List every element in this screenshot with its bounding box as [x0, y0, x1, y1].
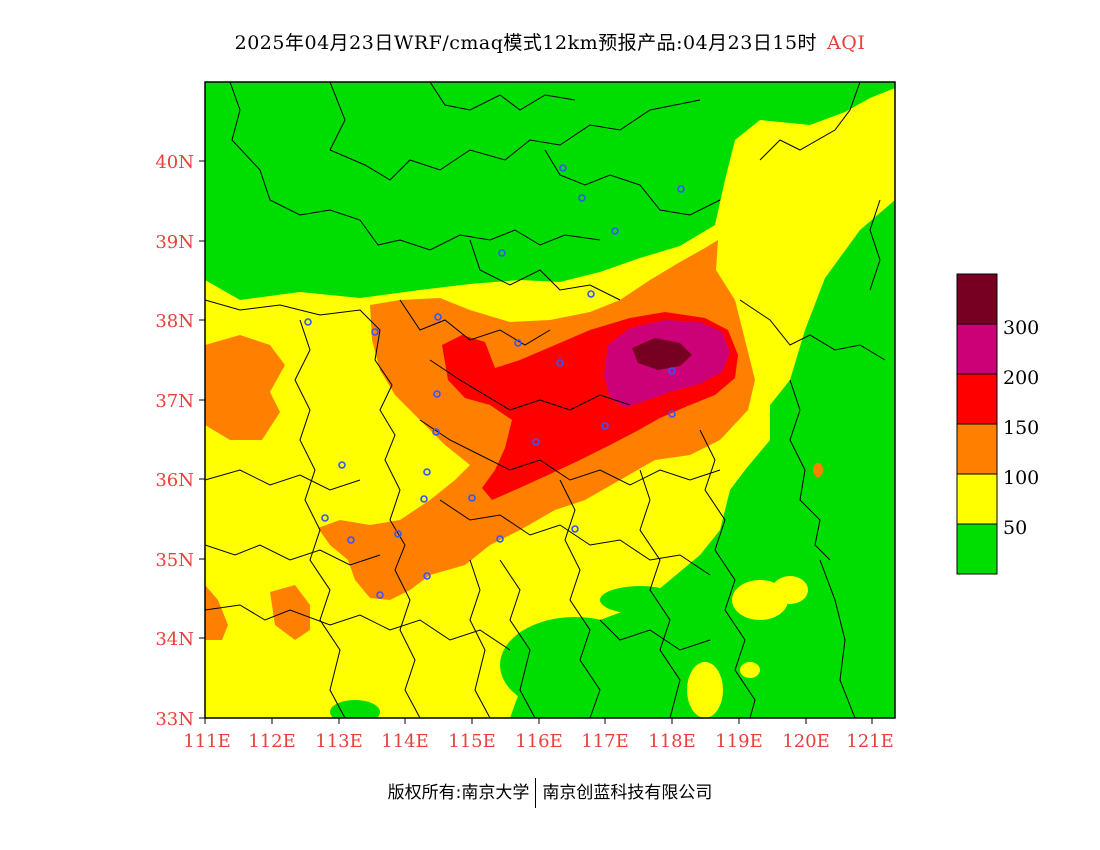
- city-marker: [423, 468, 431, 476]
- axis-ticks: [199, 160, 873, 724]
- x-tick-label: 113E: [315, 731, 363, 752]
- copyright-footer: 版权所有:南京大学 南京创蓝科技有限公司: [0, 778, 1100, 808]
- legend-swatch-unhealthy: [956, 373, 998, 425]
- legend-swatch-very-unhealthy: [956, 323, 998, 375]
- legend-swatch-hazardous: [956, 273, 998, 325]
- city-marker: [578, 194, 586, 202]
- x-tick-label: 111E: [183, 731, 231, 752]
- legend-label: 150: [1003, 417, 1039, 439]
- x-tick-label: 112E: [248, 731, 296, 752]
- city-marker: [514, 339, 522, 347]
- x-tick-label: 119E: [715, 731, 763, 752]
- city-marker: [376, 591, 384, 599]
- map-title: 2025年04月23日WRF/cmaq模式12km预报产品:04月23日15时 A…: [0, 28, 1100, 55]
- city-marker: [433, 390, 441, 398]
- legend-labels: 50 100 150 200 300: [1003, 317, 1039, 539]
- city-marker: [556, 359, 564, 367]
- legend-label: 200: [1003, 367, 1039, 389]
- city-marker: [304, 318, 312, 326]
- legend-swatch-good: [956, 523, 998, 575]
- legend-label: 50: [1003, 517, 1027, 539]
- x-tick-label: 116E: [515, 731, 563, 752]
- legend-swatch-moderate: [956, 473, 998, 525]
- city-marker: [668, 367, 676, 375]
- legend-label: 300: [1003, 317, 1039, 339]
- city-marker: [559, 164, 567, 172]
- city-marker: [394, 530, 402, 538]
- footer-separator: [535, 778, 537, 808]
- aqi-sensitive-region-southwest: [270, 585, 310, 640]
- aqi-moderate-patch-coast: [732, 580, 788, 620]
- city-marker: [571, 525, 579, 533]
- city-marker: [601, 422, 609, 430]
- x-tick-label: 120E: [782, 731, 830, 752]
- title-main: 2025年04月23日WRF/cmaq模式12km预报产品:04月23日15时: [234, 32, 818, 54]
- city-marker: [496, 535, 504, 543]
- y-tick-label: 35N: [155, 550, 194, 571]
- city-marker: [468, 494, 476, 502]
- aqi-good-patch-southeast: [600, 586, 680, 614]
- city-marker: [587, 290, 595, 298]
- city-marker: [434, 313, 442, 321]
- footer-right: 南京创蓝科技有限公司: [542, 783, 713, 803]
- aqi-sensitive-region-west: [205, 335, 285, 440]
- aqi-field: [205, 82, 895, 718]
- city-marker: [677, 185, 685, 193]
- legend-label: 100: [1003, 467, 1039, 489]
- aqi-sensitive-dot-coast: [813, 463, 823, 477]
- province-boundaries: [205, 82, 886, 718]
- x-axis-labels: 111E 112E 113E 114E 115E 116E 117E 118E …: [183, 731, 894, 752]
- aqi-sensitive-region-edge: [205, 585, 228, 640]
- x-tick-label: 114E: [381, 731, 429, 752]
- city-marker: [321, 514, 329, 522]
- y-tick-label: 39N: [155, 232, 194, 253]
- city-marker: [338, 461, 346, 469]
- aqi-moderate-patch-southeast: [687, 662, 723, 718]
- aqi-good-patch-south: [500, 617, 650, 713]
- y-tick-label: 36N: [155, 470, 194, 491]
- x-tick-label: 117E: [581, 731, 629, 752]
- legend-colorbar: [956, 273, 998, 575]
- y-tick-label: 40N: [155, 152, 194, 173]
- y-axis-labels: 33N 34N 35N 36N 37N 38N 39N 40N: [155, 152, 194, 730]
- aqi-moderate-dot-1: [740, 662, 760, 678]
- title-variable: AQI: [827, 32, 866, 54]
- city-marker: [532, 438, 540, 446]
- city-marker: [668, 410, 676, 418]
- city-marker: [611, 227, 619, 235]
- legend-swatch-sensitive: [956, 423, 998, 475]
- x-tick-label: 115E: [448, 731, 496, 752]
- city-marker: [420, 495, 428, 503]
- city-marker: [347, 536, 355, 544]
- city-marker: [423, 572, 431, 580]
- city-marker: [432, 428, 440, 436]
- footer-left: 版权所有:南京大学: [387, 783, 530, 803]
- y-tick-label: 37N: [155, 391, 194, 412]
- city-marker: [498, 249, 506, 257]
- y-tick-label: 34N: [155, 629, 194, 650]
- y-tick-label: 33N: [155, 709, 194, 730]
- y-tick-label: 38N: [155, 311, 194, 332]
- aqi-hazardous-region: [632, 338, 692, 370]
- x-tick-label: 118E: [648, 731, 696, 752]
- city-marker: [371, 328, 379, 336]
- x-tick-label: 121E: [846, 731, 894, 752]
- city-markers: [304, 164, 685, 599]
